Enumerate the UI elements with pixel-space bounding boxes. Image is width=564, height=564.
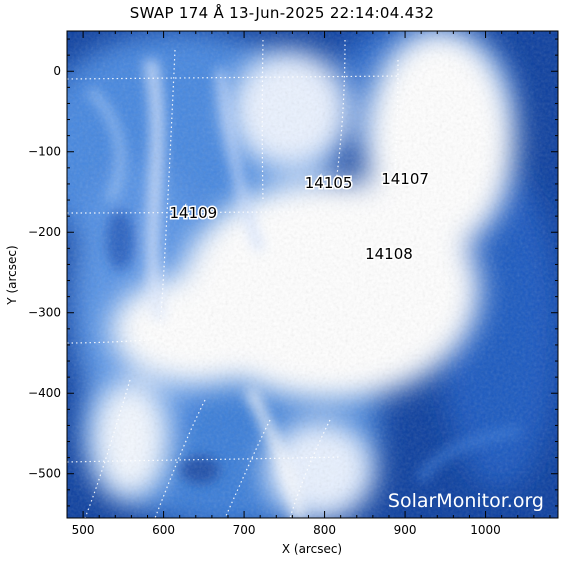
y-tick-label: −500	[28, 467, 61, 481]
active-region-label: 14105	[305, 174, 353, 192]
y-tick-label: 0	[53, 64, 61, 78]
x-tick-label: 800	[313, 523, 336, 537]
map-title: SWAP 174 Å 13-Jun-2025 22:14:04.432	[129, 4, 435, 22]
axis-ticks: 500 600 700 800 900 1000 0 −100 −200 −300 −400 −500	[28, 31, 558, 537]
x-tick-label: 1000	[470, 523, 501, 537]
x-tick-label: 600	[152, 523, 175, 537]
y-tick-label: −100	[28, 145, 61, 159]
active-region-label: 14109	[170, 204, 218, 222]
coordinate-grid	[67, 39, 401, 518]
y-tick-label: −300	[28, 306, 61, 320]
plot-frame	[66, 30, 559, 519]
x-tick-label: 500	[72, 523, 95, 537]
y-tick-label: −200	[28, 225, 61, 239]
map-image	[67, 31, 558, 518]
active-region-labels: 14105 14107 14108 14109	[168, 168, 430, 264]
active-region-label: 14107	[381, 170, 429, 188]
x-axis-label: X (arcsec)	[282, 542, 342, 556]
y-tick-label: −400	[28, 386, 61, 400]
active-region-label: 14108	[365, 245, 413, 263]
watermark: SolarMonitor.org	[388, 490, 544, 512]
x-tick-label: 700	[233, 523, 256, 537]
y-axis-label: Y (arcsec)	[5, 245, 19, 305]
x-tick-label: 900	[394, 523, 417, 537]
